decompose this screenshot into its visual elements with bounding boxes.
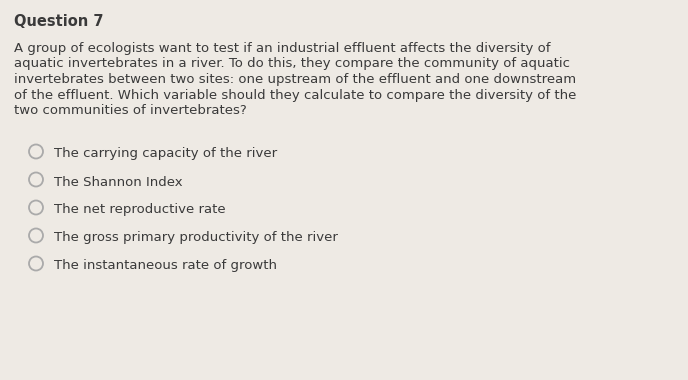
Text: The instantaneous rate of growth: The instantaneous rate of growth [54, 260, 277, 272]
Text: The Shannon Index: The Shannon Index [54, 176, 182, 188]
Text: The gross primary productivity of the river: The gross primary productivity of the ri… [54, 231, 338, 244]
Text: aquatic invertebrates in a river. To do this, they compare the community of aqua: aquatic invertebrates in a river. To do … [14, 57, 570, 71]
Text: two communities of invertebrates?: two communities of invertebrates? [14, 104, 247, 117]
Text: The carrying capacity of the river: The carrying capacity of the river [54, 147, 277, 160]
Text: The net reproductive rate: The net reproductive rate [54, 204, 226, 217]
Text: Question 7: Question 7 [14, 14, 103, 29]
Text: invertebrates between two sites: one upstream of the effluent and one downstream: invertebrates between two sites: one ups… [14, 73, 576, 86]
Text: of the effluent. Which variable should they calculate to compare the diversity o: of the effluent. Which variable should t… [14, 89, 577, 101]
Text: A group of ecologists want to test if an industrial effluent affects the diversi: A group of ecologists want to test if an… [14, 42, 550, 55]
